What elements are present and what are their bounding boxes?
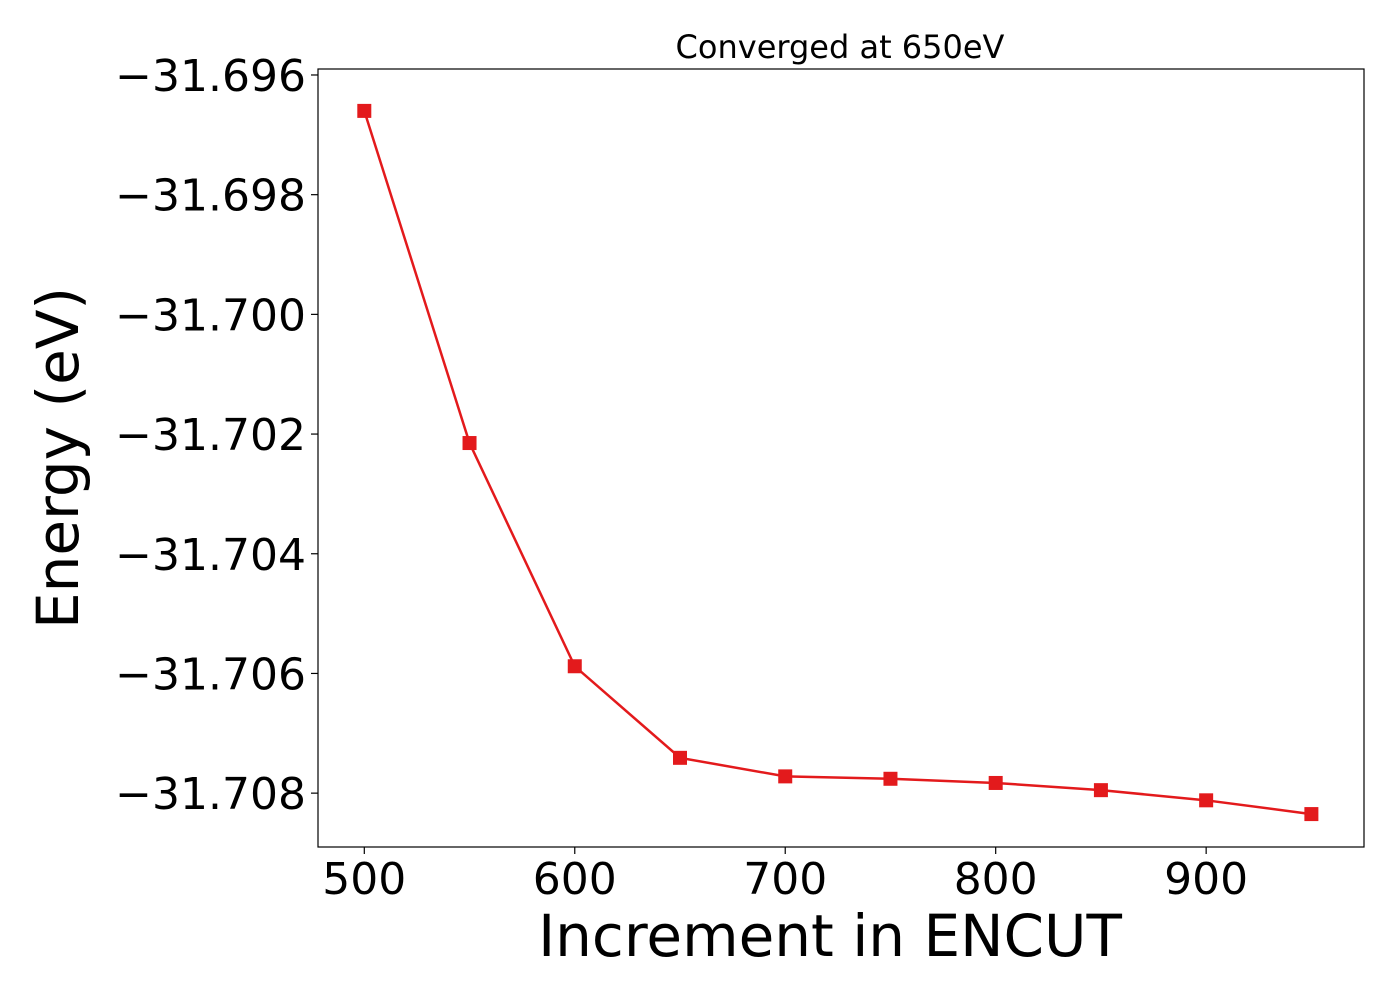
data-point-marker bbox=[1304, 807, 1319, 822]
x-tick-label: 700 bbox=[743, 854, 827, 905]
data-point-marker bbox=[988, 775, 1003, 790]
data-point-marker bbox=[778, 769, 793, 784]
x-tick-label: 500 bbox=[322, 854, 406, 905]
data-point-marker bbox=[673, 750, 687, 765]
data-point-marker bbox=[567, 659, 582, 674]
y-axis-title: Energy (eV) bbox=[24, 287, 92, 629]
y-tick-label: −31.700 bbox=[115, 290, 306, 341]
x-tick-label: 600 bbox=[533, 854, 617, 905]
series-line bbox=[363, 110, 1312, 816]
data-point-marker bbox=[1199, 793, 1214, 808]
y-tick-label: −31.702 bbox=[115, 410, 306, 461]
x-tick-label: 800 bbox=[954, 854, 1038, 905]
data-point-marker bbox=[883, 771, 898, 786]
data-point-marker bbox=[1093, 783, 1108, 798]
x-tick-label: 900 bbox=[1164, 854, 1248, 905]
y-tick-label: −31.708 bbox=[115, 769, 306, 820]
y-tick-label: −31.706 bbox=[115, 649, 306, 700]
y-tick-label: −31.704 bbox=[115, 530, 306, 581]
data-point-marker bbox=[462, 436, 477, 451]
chart-title: Converged at 650eV bbox=[676, 28, 1005, 66]
axes-frame bbox=[317, 68, 1365, 848]
y-tick-label: −31.698 bbox=[115, 171, 306, 222]
data-point-marker bbox=[357, 103, 372, 118]
x-axis-title: Increment in ENCUT bbox=[538, 902, 1122, 970]
plot-area: 500 600 700 800 900 −31.696 −31.698 −31.700 −31.… bbox=[115, 51, 1365, 905]
y-tick-label: −31.696 bbox=[115, 51, 306, 102]
